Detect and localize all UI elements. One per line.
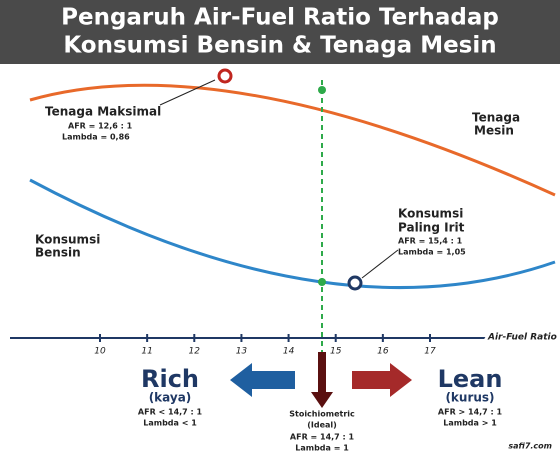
- peak-marker: [217, 68, 233, 84]
- axis-label-bg: Air-Fuel Ratio: [487, 333, 557, 343]
- title: Konsumsi Bensin & Tenaga Mesin: [63, 33, 496, 59]
- rich-afr: AFR < 14,7 : 1: [138, 408, 203, 417]
- ideal-lambda: Lambda = 1: [295, 444, 349, 453]
- rich-lambda: Lambda < 1: [143, 419, 197, 428]
- rich-subtitle: (kaya): [149, 391, 192, 405]
- ideal-title: (Ideal): [307, 421, 337, 430]
- label: AFR = 12,6 : 1: [68, 122, 133, 131]
- pointer: [361, 249, 399, 279]
- source: safi7.com: [508, 442, 552, 451]
- ideal-afr: AFR = 14,7 : 1: [290, 433, 355, 442]
- rich-arrow: [230, 363, 295, 397]
- tick-label: 15: [330, 347, 342, 357]
- lean-afr: AFR > 14,7 : 1: [438, 408, 503, 417]
- title: Pengaruh Air-Fuel Ratio Terhadap: [61, 5, 499, 31]
- min-marker: [347, 275, 363, 291]
- ideal-dot: [318, 278, 326, 286]
- lean-subtitle: (kurus): [445, 391, 494, 405]
- axis-label: Air-Fuel Ratio: [487, 333, 557, 343]
- tick-label: 11: [141, 347, 152, 357]
- tick-label: 16: [377, 347, 389, 357]
- pointer: [159, 79, 216, 106]
- power-curve: [29, 83, 556, 197]
- rich-title: Rich: [141, 365, 199, 393]
- label: Konsumsi: [35, 233, 100, 247]
- label: AFR = 15,4 : 1: [398, 237, 463, 246]
- label: Mesin: [474, 124, 514, 138]
- label: Bensin: [35, 246, 81, 260]
- lean-title: Lean: [438, 365, 503, 393]
- label: Tenaga: [472, 111, 520, 125]
- header-band: [0, 0, 560, 64]
- tick-label: 13: [236, 347, 248, 357]
- ideal-arrow: [311, 352, 333, 408]
- consumption-curve: [29, 178, 556, 290]
- label: Paling Irit: [398, 221, 465, 235]
- label: Tenaga Maksimal: [45, 105, 161, 119]
- ideal-dot: [318, 86, 326, 94]
- tick-label: 17: [424, 347, 436, 357]
- lean-lambda: Lambda > 1: [443, 419, 497, 428]
- lean-arrow: [352, 363, 412, 397]
- ideal-title: Stoichiometric: [289, 410, 355, 419]
- tick-label: 10: [94, 347, 106, 357]
- axis: Air-Fuel Ratio Air-Fuel Ratio 10 11 12 13 14…: [10, 330, 560, 357]
- label: Konsumsi: [398, 207, 463, 221]
- label: Lambda = 1,05: [398, 248, 466, 257]
- tick-label: 12: [189, 347, 201, 357]
- tick-label: 14: [283, 347, 295, 357]
- label: Lambda = 0,86: [62, 133, 130, 142]
